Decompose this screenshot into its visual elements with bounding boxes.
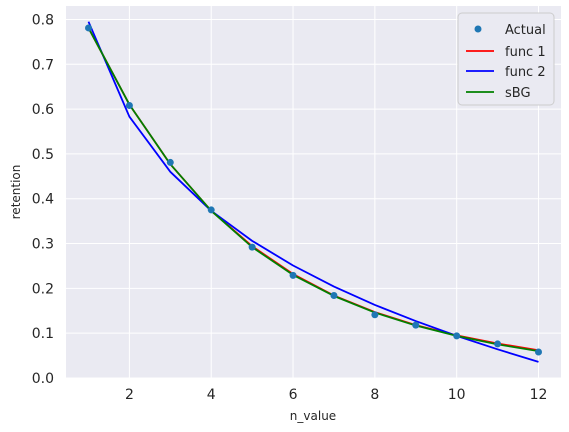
legend-label-func-1: func 1 xyxy=(505,45,546,60)
x-tick-label: 12 xyxy=(530,387,548,403)
y-tick-label: 0.5 xyxy=(32,147,54,163)
actual-point xyxy=(207,206,215,214)
x-tick-label: 10 xyxy=(448,387,466,403)
y-tick-label: 0.4 xyxy=(32,192,54,208)
actual-point xyxy=(248,243,256,251)
actual-point xyxy=(453,332,461,340)
actual-point xyxy=(330,292,338,300)
x-tick-labels: 2 4 6 8 10 12 xyxy=(125,387,547,403)
legend-marker-actual xyxy=(474,25,482,33)
y-tick-label: 0.7 xyxy=(32,57,54,73)
actual-point xyxy=(371,311,379,319)
actual-point xyxy=(494,340,502,348)
grid-lines xyxy=(66,6,561,379)
x-tick-label: 2 xyxy=(125,387,134,403)
y-tick-label: 0.1 xyxy=(32,326,54,342)
legend: Actual func 1 func 2 sBG xyxy=(457,12,555,106)
actual-point xyxy=(412,321,420,329)
legend-label-sbg: sBG xyxy=(505,86,531,101)
y-tick-label: 0.6 xyxy=(32,102,54,118)
series-lines xyxy=(87,21,539,363)
actual-point xyxy=(166,158,174,166)
actual-point xyxy=(85,24,92,32)
actual-point xyxy=(125,101,133,109)
actual-point xyxy=(289,271,297,279)
legend-box xyxy=(457,12,555,106)
x-tick-label: 6 xyxy=(289,387,298,403)
x-tick-label: 8 xyxy=(370,387,379,403)
actual-point xyxy=(535,348,542,356)
legend-label-func-2: func 2 xyxy=(505,65,546,80)
legend-label-actual: Actual xyxy=(505,23,546,38)
y-tick-label: 0.3 xyxy=(32,237,54,253)
x-axis-label: n_value xyxy=(290,409,336,423)
y-tick-label: 0.8 xyxy=(32,12,54,28)
y-axis-label: retention xyxy=(9,165,23,220)
y-tick-labels: 0.0 0.1 0.2 0.3 0.4 0.5 0.6 0.7 0.8 xyxy=(32,12,54,387)
y-tick-label: 0.0 xyxy=(32,371,54,387)
y-tick-label: 0.2 xyxy=(32,281,54,297)
x-tick-label: 4 xyxy=(207,387,216,403)
actual-points xyxy=(85,24,542,356)
series-line-sbg xyxy=(87,27,539,352)
